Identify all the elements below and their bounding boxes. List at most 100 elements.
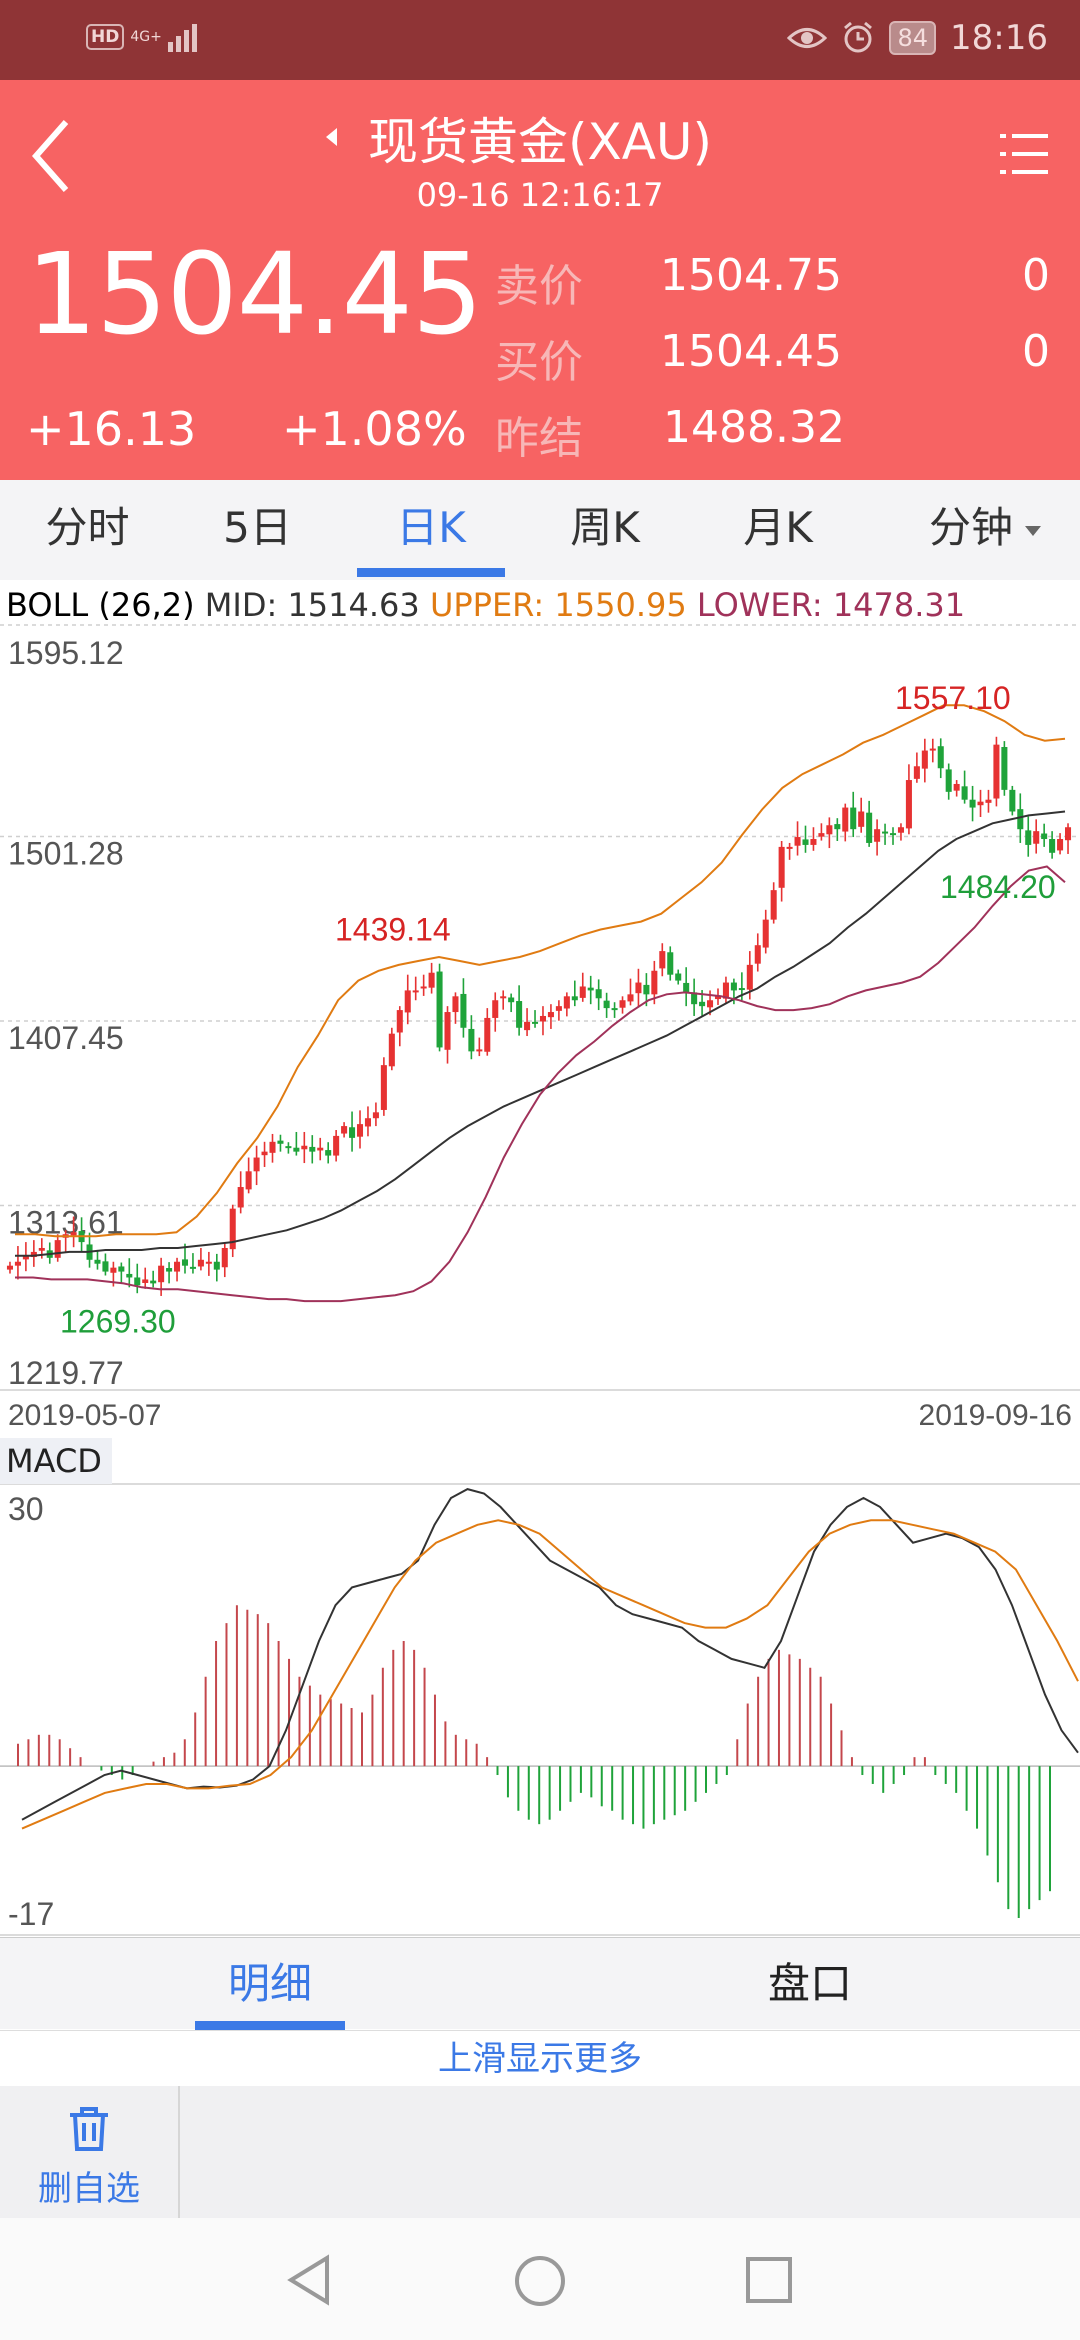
candle-body	[181, 1259, 189, 1266]
candle-body	[794, 837, 801, 846]
candle-body	[189, 1266, 196, 1269]
candle-body	[691, 992, 698, 1005]
chart-annotation: 1557.10	[895, 680, 1011, 716]
candle-body	[842, 807, 849, 832]
candle-body	[635, 982, 642, 994]
candle-body	[611, 1008, 618, 1011]
candle-body	[460, 993, 467, 1028]
tab-minute[interactable]: 分钟	[900, 480, 1070, 580]
status-left: HD 4G+	[86, 22, 197, 52]
macd-dea-line	[21, 1519, 1079, 1830]
macd-y-max: 30	[8, 1491, 44, 1527]
candle-body	[126, 1273, 133, 1278]
macd-label[interactable]: MACD	[0, 1438, 112, 1484]
candle-body	[667, 952, 674, 975]
candle-body	[404, 990, 411, 1013]
candle-body	[197, 1259, 204, 1267]
boll-lower-line	[15, 865, 1066, 1303]
candle-body	[993, 744, 1000, 799]
candle-body	[356, 1124, 364, 1137]
candle-body	[444, 1012, 451, 1050]
y-tick-label: 1595.12	[8, 635, 124, 671]
tab-intraday[interactable]: 分时	[45, 503, 130, 552]
tab-monthly-k[interactable]: 月K	[743, 503, 813, 552]
nav-recents-icon[interactable]	[745, 2256, 793, 2304]
chart-annotation: 1439.14	[335, 912, 451, 948]
candle-body	[134, 1277, 141, 1286]
candle-body	[476, 1049, 483, 1052]
menu-icon[interactable]	[1000, 130, 1048, 182]
boll-lower: LOWER: 1478.31	[696, 586, 966, 624]
candle-body	[1017, 809, 1024, 830]
tab-orderbook[interactable]: 盘口	[767, 1959, 852, 2008]
candle-body	[595, 989, 602, 999]
tab-5day[interactable]: 5日	[223, 503, 292, 552]
macd-histogram	[17, 1605, 1051, 1918]
candle-body	[516, 1001, 523, 1028]
candle-body	[269, 1141, 276, 1153]
candle-body	[1057, 839, 1064, 851]
candle-body	[380, 1065, 387, 1110]
candle-body	[746, 964, 753, 990]
candle-body	[412, 990, 419, 993]
swipe-up-hint[interactable]: 上滑显示更多	[0, 2030, 1080, 2086]
tab-daily-k[interactable]: 日K	[396, 503, 466, 552]
chart-annotation: 1269.30	[60, 1304, 176, 1340]
candle-body	[261, 1151, 268, 1156]
boll-mid-line	[15, 810, 1066, 1257]
candle-body	[770, 890, 777, 920]
chevron-down-icon	[1025, 525, 1041, 536]
back-icon[interactable]	[28, 116, 78, 196]
candle-body	[14, 1261, 21, 1266]
candle-body	[396, 1010, 403, 1033]
candle-body	[762, 919, 769, 948]
candle-body	[659, 951, 666, 969]
candle-body	[166, 1268, 173, 1272]
detail-tabs: 明细 盘口	[0, 1937, 1080, 2029]
candle-body	[651, 970, 658, 995]
candle-body	[142, 1279, 149, 1283]
candle-body	[714, 996, 722, 1000]
candle-body	[571, 996, 578, 1001]
remove-watchlist-button[interactable]: 删自选	[0, 2086, 180, 2218]
candle-body	[1064, 827, 1072, 841]
tab-weekly-k[interactable]: 周K	[570, 503, 640, 552]
quote-label: 昨结	[495, 413, 583, 464]
quote-row-bid: 买价 1504.45 0	[495, 326, 1060, 388]
candle-body	[221, 1247, 228, 1268]
candle-body	[730, 982, 737, 991]
candle-body	[699, 1001, 706, 1007]
candle-body	[874, 829, 881, 842]
last-price: 1504.45	[26, 230, 483, 360]
switch-arrow-icon[interactable]	[325, 128, 337, 146]
kline-chart[interactable]: 1595.121501.281407.451313.611219.771439.…	[0, 620, 1080, 1940]
boll-legend[interactable]: BOLL (26,2) MID: 1514.63 UPPER: 1550.95 …	[6, 586, 965, 624]
candle-body	[969, 799, 976, 808]
candle-body	[349, 1127, 356, 1138]
candle-body	[484, 1017, 491, 1052]
candle-body	[1041, 833, 1048, 840]
candles	[6, 736, 1072, 1296]
candle-body	[1009, 789, 1016, 812]
nav-home-icon[interactable]	[513, 2254, 567, 2308]
candle-body	[905, 780, 912, 829]
candle-body	[1033, 831, 1040, 844]
candle-body	[818, 833, 825, 837]
candle-body	[850, 807, 857, 830]
tab-detail[interactable]: 明细	[227, 1959, 312, 2008]
candle-body	[579, 986, 586, 998]
quote-volume: 0	[1022, 250, 1050, 301]
candle-body	[826, 825, 833, 835]
candle-body	[603, 1000, 610, 1009]
instrument-title[interactable]: 现货黄金(XAU)	[325, 102, 712, 174]
candle-body	[317, 1147, 324, 1151]
candle-body	[492, 1000, 499, 1018]
title-wrap: 现货黄金(XAU)	[0, 102, 1080, 174]
nav-back-icon[interactable]	[285, 2254, 333, 2306]
bottom-action-bar: 删自选	[0, 2086, 1080, 2218]
candle-body	[929, 748, 936, 751]
quote-value: 1488.32	[663, 402, 845, 453]
candle-body	[961, 786, 968, 800]
candle-body	[118, 1266, 125, 1272]
candle-body	[945, 769, 952, 792]
